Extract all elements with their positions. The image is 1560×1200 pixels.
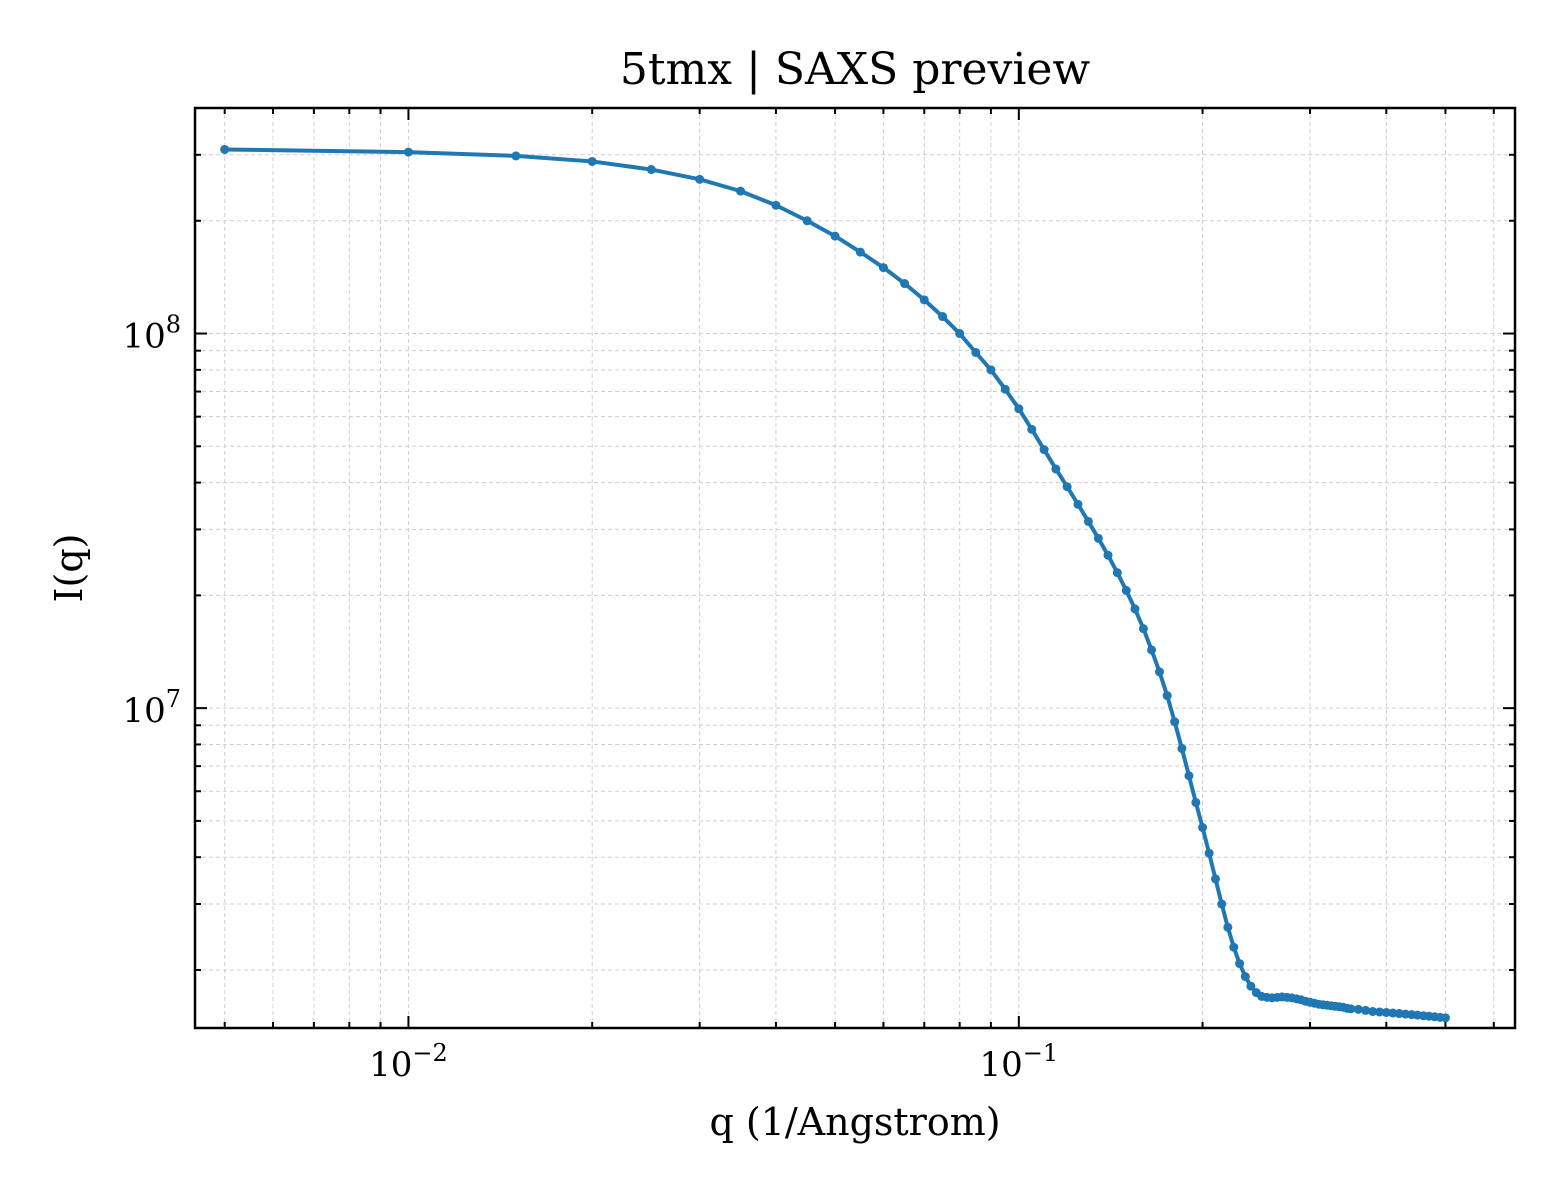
data-point: [1217, 899, 1227, 909]
grid: [195, 107, 1515, 1028]
data-point: [830, 231, 840, 241]
y-tick-label: 108: [122, 311, 181, 357]
data-point: [1235, 959, 1245, 969]
data-point: [1440, 1013, 1450, 1023]
data-point: [1000, 384, 1010, 394]
data-point: [878, 263, 888, 273]
data-point: [1368, 1006, 1378, 1016]
x-axis-label: q (1/Angstrom): [709, 1100, 1000, 1144]
data-point: [1204, 848, 1214, 858]
data-point: [1062, 482, 1072, 492]
x-tick-label: 10−2: [369, 1039, 448, 1085]
data-point: [1353, 1004, 1363, 1014]
data-point: [955, 329, 965, 339]
chart-title: 5tmx | SAXS preview: [620, 44, 1091, 95]
data-point: [1154, 667, 1164, 677]
data-point: [855, 247, 865, 257]
data-point: [771, 200, 781, 210]
data-point: [1177, 744, 1187, 754]
data-point: [695, 174, 705, 184]
data-point: [1198, 823, 1208, 833]
data-point: [1375, 1007, 1385, 1017]
data-point: [1121, 586, 1131, 596]
data-point: [587, 156, 597, 166]
data-point: [986, 365, 996, 375]
data-point: [1073, 499, 1083, 509]
data-point: [1184, 771, 1194, 781]
data-point: [220, 144, 230, 154]
data-point: [1361, 1005, 1371, 1015]
data-point: [971, 347, 981, 357]
data-point: [1162, 691, 1172, 701]
series-layer: [220, 144, 1450, 1023]
tick-labels: 10−2 10−1 107 108: [122, 311, 1058, 1085]
data-point: [1138, 624, 1148, 634]
plot-frame: [193, 106, 1517, 1030]
data-point: [736, 186, 746, 196]
data-point: [919, 295, 929, 305]
data-point: [1191, 797, 1201, 807]
data-point: [1039, 445, 1049, 455]
data-point: [1147, 645, 1157, 655]
data-point: [1083, 516, 1093, 526]
data-point: [403, 147, 413, 157]
data-point: [1112, 568, 1122, 578]
data-point: [511, 151, 521, 161]
data-point: [1223, 922, 1233, 932]
data-point: [1130, 604, 1140, 614]
data-point: [1170, 717, 1180, 727]
data-point: [900, 279, 910, 289]
data-point: [1014, 404, 1024, 414]
data-point: [1346, 1004, 1356, 1014]
data-point: [1051, 464, 1061, 474]
data-point: [1381, 1007, 1391, 1017]
data-point: [1103, 550, 1113, 560]
data-point: [1093, 533, 1103, 543]
y-tick-label: 107: [122, 685, 181, 731]
data-point: [1246, 981, 1256, 991]
ticks: [195, 107, 1515, 1028]
data-point: [1210, 874, 1220, 884]
y-axis-label: I(q): [47, 534, 91, 603]
data-point: [938, 312, 948, 322]
data-point: [646, 165, 656, 175]
data-point: [802, 216, 812, 226]
data-point: [1229, 942, 1239, 952]
data-point: [1240, 972, 1250, 982]
data-point: [1027, 424, 1037, 434]
x-tick-label: 10−1: [979, 1039, 1058, 1085]
